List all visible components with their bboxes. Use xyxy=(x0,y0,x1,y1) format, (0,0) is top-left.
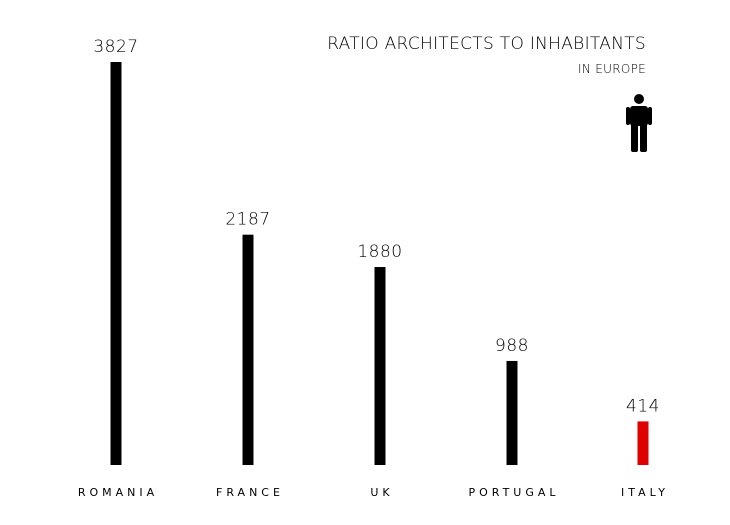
value-label-france: 2187 xyxy=(225,210,270,230)
chart-title: RATIO ARCHITECTS TO INHABITANTS xyxy=(327,34,646,54)
bar-uk xyxy=(374,267,386,465)
bar-italy xyxy=(637,421,649,465)
category-label-portugal: PORTUGAL xyxy=(468,486,559,499)
value-label-italy: 414 xyxy=(626,396,660,416)
chart-subtitle: IN EUROPE xyxy=(578,62,646,76)
category-label-italy: ITALY xyxy=(621,486,669,499)
value-label-uk: 1880 xyxy=(357,242,402,262)
bar-romania xyxy=(110,62,122,465)
category-label-france: FRANCE xyxy=(216,486,284,499)
value-label-portugal: 988 xyxy=(495,336,529,356)
bar-france xyxy=(242,234,254,465)
bar-portugal xyxy=(506,360,518,465)
value-label-romania: 3827 xyxy=(93,37,138,57)
person-icon xyxy=(626,94,652,152)
category-label-romania: ROMANIA xyxy=(78,486,158,499)
category-label-uk: UK xyxy=(370,486,393,499)
